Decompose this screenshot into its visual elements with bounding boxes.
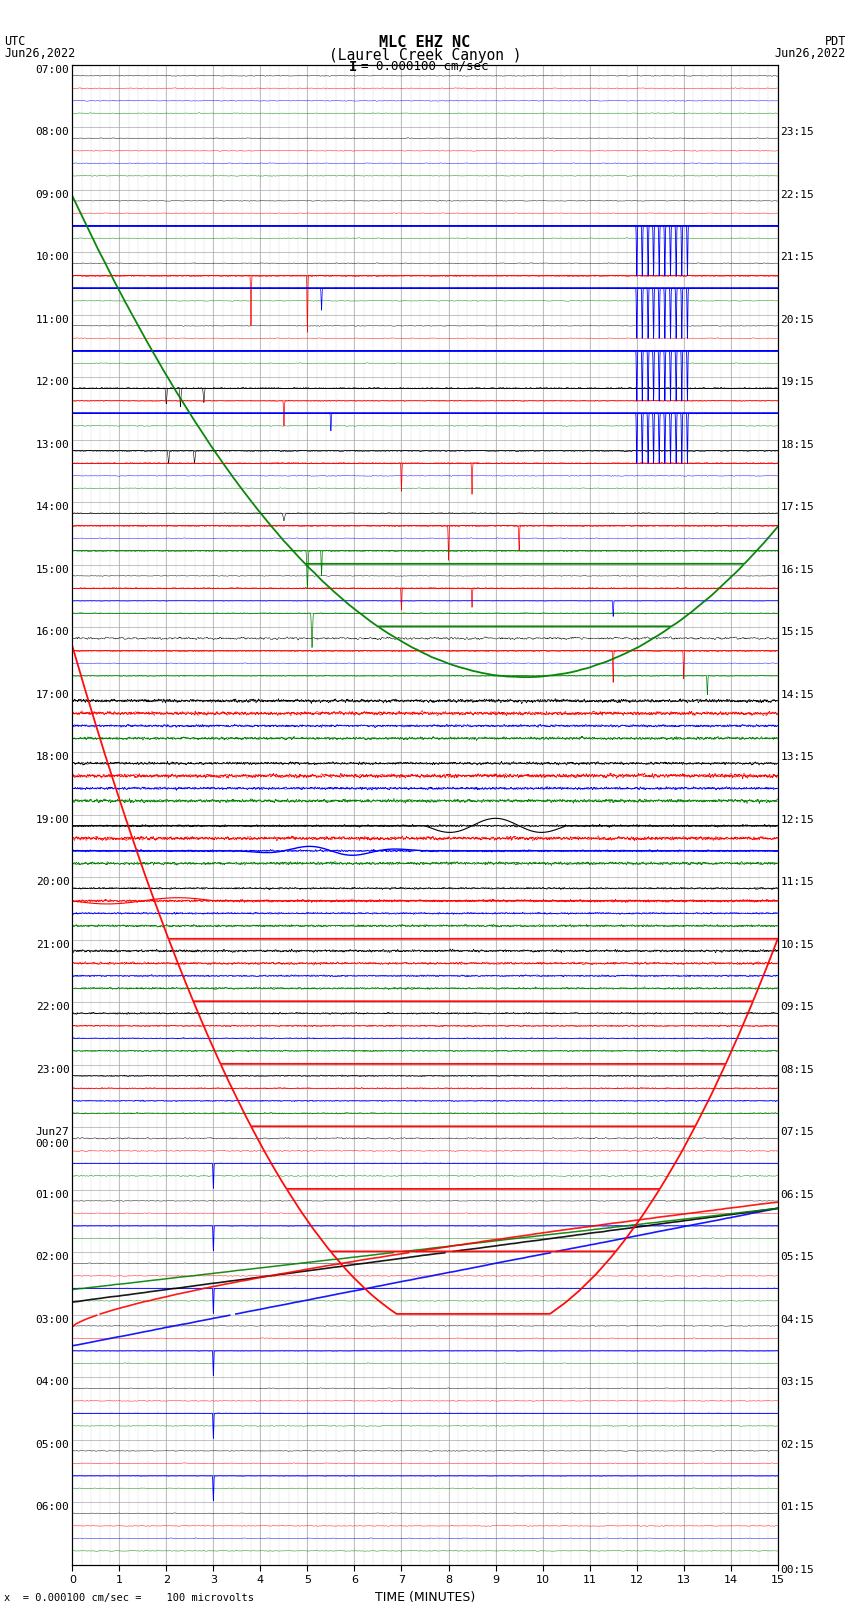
- Text: I: I: [348, 60, 357, 74]
- Text: Jun26,2022: Jun26,2022: [4, 47, 76, 60]
- Text: PDT: PDT: [824, 35, 846, 48]
- Text: = 0.000100 cm/sec: = 0.000100 cm/sec: [361, 60, 489, 73]
- Text: x  = 0.000100 cm/sec =    100 microvolts: x = 0.000100 cm/sec = 100 microvolts: [4, 1594, 254, 1603]
- Text: UTC: UTC: [4, 35, 26, 48]
- Text: Jun26,2022: Jun26,2022: [774, 47, 846, 60]
- Text: MLC EHZ NC: MLC EHZ NC: [379, 35, 471, 50]
- X-axis label: TIME (MINUTES): TIME (MINUTES): [375, 1590, 475, 1603]
- Text: (Laurel Creek Canyon ): (Laurel Creek Canyon ): [329, 48, 521, 63]
